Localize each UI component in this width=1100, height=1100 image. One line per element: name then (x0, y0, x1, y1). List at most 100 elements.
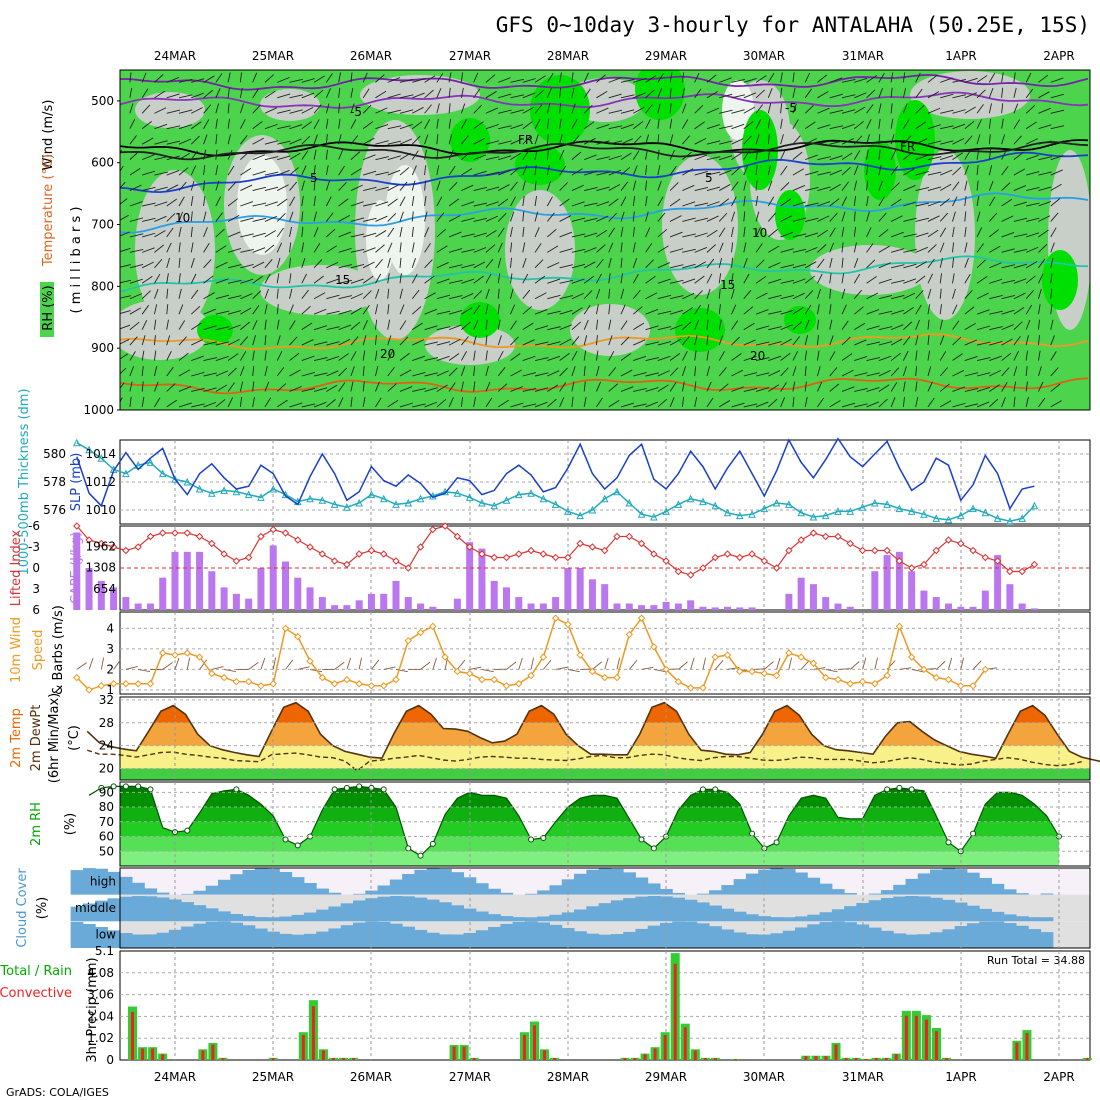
wind10-line-marker (576, 651, 584, 659)
wind-barb (362, 350, 366, 361)
wind-barb (289, 94, 303, 99)
wind-barb (448, 231, 462, 238)
thickness-line-marker (146, 458, 155, 466)
wind-barb (620, 273, 623, 284)
lifted-index-marker (490, 553, 498, 562)
wind-barb (1038, 140, 1052, 145)
wind-barb (301, 180, 305, 191)
wind-barb (1050, 212, 1059, 222)
wind-barb (964, 289, 973, 300)
wind-barb (1038, 91, 1050, 99)
wind10-line-marker (502, 682, 511, 690)
wind-barb (657, 118, 660, 129)
wind-barb (460, 351, 467, 361)
wind-barb (412, 403, 426, 408)
wind-barb (1013, 306, 1025, 315)
wind-barb (571, 366, 576, 377)
wind-barb (595, 335, 598, 346)
wind-barb (129, 321, 140, 330)
wind-barb (1050, 227, 1057, 238)
wind-barb (939, 198, 950, 207)
rain-bar (874, 1058, 878, 1060)
wind10-line-marker (760, 669, 769, 678)
wind-barb (657, 88, 663, 98)
wind-barb (289, 124, 303, 130)
wind-barb (522, 135, 532, 145)
wind-barb (239, 381, 244, 392)
wind-barb (976, 325, 991, 331)
wind-barb (571, 278, 585, 284)
wind-barb (436, 73, 444, 83)
wind-barb (829, 93, 843, 99)
cape-bar (404, 597, 412, 610)
wind-barb (988, 212, 998, 222)
wind-barb (547, 310, 561, 315)
wind-barb (571, 292, 584, 300)
precip-panel-frame (119, 950, 1091, 1061)
wind-barb (583, 121, 595, 130)
wind-barb (989, 355, 1002, 361)
wind-barb (1025, 350, 1028, 361)
wind-barb (694, 202, 709, 207)
isotherm-line (120, 255, 1089, 293)
wind-barb (755, 75, 767, 83)
wind-barb (817, 258, 825, 269)
wind-barb (412, 92, 425, 99)
wind-barb-10m (616, 657, 620, 670)
wind-barb (755, 149, 759, 160)
upper-ylabel-wind: Wind (m/s) (41, 100, 56, 171)
rh-tick: 70 (99, 815, 114, 829)
wind-barb (804, 335, 809, 346)
wind-barb (436, 118, 439, 129)
wind-barb (964, 77, 978, 83)
wind-barb (338, 103, 341, 114)
wind-barb (1025, 381, 1028, 392)
wind-barb (804, 396, 808, 408)
wind-barb (289, 226, 293, 238)
cloud-bar (144, 888, 158, 895)
wind-barb (178, 369, 191, 377)
lifted-index-marker (367, 546, 376, 555)
wind10-line-marker (674, 677, 683, 686)
wind-barb (313, 227, 319, 238)
wind-barb (473, 275, 484, 284)
wind-barb (252, 319, 258, 330)
wind-barb (264, 304, 268, 315)
lifted-index-marker (109, 543, 118, 551)
wind-barb (166, 155, 180, 161)
wind-barb (338, 198, 349, 207)
wind-barb (264, 215, 278, 222)
wind-barb (203, 134, 208, 145)
wind-barb (252, 365, 255, 377)
wind-barb (878, 149, 881, 160)
wind-barb (731, 369, 744, 377)
wind-barb (325, 149, 328, 160)
wind10-line-marker (944, 675, 953, 684)
wind-barb-10m (358, 657, 363, 670)
wind-barb-10m (837, 668, 851, 670)
rain-bar (221, 1058, 225, 1060)
wind-barb (915, 275, 926, 284)
wind-barb (903, 168, 915, 176)
wind-barb (387, 350, 394, 361)
wind-barb (743, 242, 747, 253)
wind-barb (964, 195, 967, 207)
wind-barb (571, 184, 584, 191)
wind-barb (190, 180, 195, 191)
wind-barb (228, 264, 242, 269)
isotherm-line (120, 73, 1089, 91)
lifted-index-marker (957, 539, 965, 548)
wind-barb (657, 134, 660, 145)
wind-barb (927, 229, 939, 238)
wind-barb (411, 180, 416, 191)
wind-barb (120, 214, 129, 221)
upper-ylabel-rh: RH (%) (41, 285, 56, 330)
rh-marker (908, 786, 915, 793)
cloud-bar (782, 869, 796, 895)
cloud-bar (353, 893, 366, 895)
wind-barb (362, 304, 370, 315)
wind-barb (485, 124, 499, 130)
wind-barb (841, 181, 849, 191)
wind-barb (460, 87, 464, 98)
wind-barb (338, 338, 351, 346)
